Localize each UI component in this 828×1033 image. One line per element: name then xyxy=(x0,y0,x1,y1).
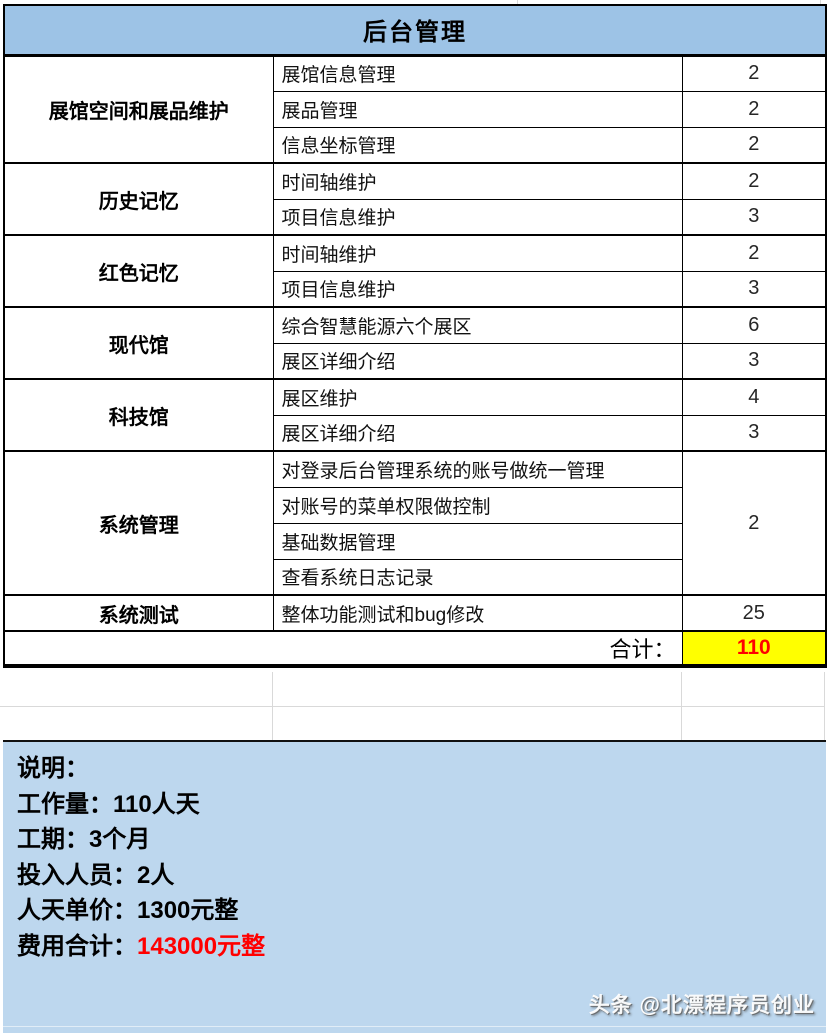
task-cell: 项目信息维护 xyxy=(272,198,683,236)
table-row: 系统测试 整体功能测试和bug修改 25 xyxy=(3,594,828,632)
table-row: 信息坐标管理 2 xyxy=(4,126,828,164)
category-cell: 展馆空间和展品维护 xyxy=(3,54,274,164)
summary-label: 投入人员： xyxy=(17,861,137,889)
table-row: 红色记忆 时间轴维护 2 xyxy=(3,234,828,308)
table-row: 现代馆 综合智慧能源六个展区 6 xyxy=(3,306,828,380)
category-cell: 系统测试 xyxy=(3,594,274,632)
table-row: 系统管理 对登录后台管理系统的账号做统一管理 2 xyxy=(3,450,828,596)
sheet-gridline xyxy=(0,706,824,707)
total-row: 合计： 110 xyxy=(3,630,828,668)
summary-label: 工作量： xyxy=(17,790,113,818)
summary-label: 工期： xyxy=(17,826,89,853)
task-cell: 展区维护 xyxy=(272,378,683,416)
category-cell: 历史记忆 xyxy=(3,162,274,236)
task-cell: 项目信息维护 xyxy=(272,270,683,308)
task-cell: 对登录后台管理系统的账号做统一管理 xyxy=(272,450,683,488)
summary-line: 费用合计：143000元整 xyxy=(17,929,826,965)
table-row: 历史记忆 时间轴维护 2 xyxy=(3,162,828,236)
category-cell: 科技馆 xyxy=(3,378,274,452)
sheet-gridline xyxy=(517,0,518,4)
summary-section: 说明： 工作量：110人天 工期：3个月 投入人员：2人 人天单价：1300元整… xyxy=(3,740,826,1033)
table-row: 科技馆 展区维护 4 xyxy=(3,378,828,452)
table-row: 查看系统日志记录 xyxy=(4,558,826,596)
days-cell: 2 xyxy=(681,54,828,92)
summary-line: 工作量：110人天 xyxy=(17,787,826,823)
task-cell: 时间轴维护 xyxy=(272,162,683,200)
table-title: 后台管理 xyxy=(3,4,827,57)
table-row: 展区详细介绍 3 xyxy=(4,342,828,380)
days-cell: 3 xyxy=(681,342,828,380)
task-cell: 对账号的菜单权限做控制 xyxy=(272,486,683,524)
category-cell: 现代馆 xyxy=(3,306,274,380)
task-cell: 展馆信息管理 xyxy=(272,54,683,92)
summary-line: 工期：3个月 xyxy=(17,822,826,858)
days-cell: 2 xyxy=(681,90,828,128)
sheet-gridline xyxy=(820,0,821,4)
summary-line: 人天单价：1300元整 xyxy=(17,893,826,929)
table-row: 后台管理 xyxy=(3,4,827,57)
task-cell: 基础数据管理 xyxy=(272,522,683,560)
watermark: 头条 @北漂程序员创业 xyxy=(588,994,815,1017)
summary-line: 说明： xyxy=(17,751,826,787)
category-cell: 红色记忆 xyxy=(3,234,274,308)
total-label: 合计： xyxy=(3,630,683,668)
table-row: 展区详细介绍 3 xyxy=(4,414,828,452)
days-cell: 25 xyxy=(681,594,828,632)
task-cell: 整体功能测试和bug修改 xyxy=(272,594,683,632)
task-cell: 信息坐标管理 xyxy=(272,126,683,164)
work-breakdown-table: 后台管理 展馆空间和展品维护 展馆信息管理 2 展品管理 2 信息坐标管理 2 … xyxy=(3,4,828,668)
sheet-gridline xyxy=(3,1026,826,1027)
days-cell: 2 xyxy=(681,234,828,272)
summary-value: 3个月 xyxy=(89,826,151,853)
days-cell: 3 xyxy=(681,270,828,308)
task-cell: 综合智慧能源六个展区 xyxy=(272,306,683,344)
sheet-gridline xyxy=(824,672,825,740)
summary-label: 人天单价： xyxy=(17,897,137,924)
days-cell: 6 xyxy=(681,306,828,344)
empty-rows-area xyxy=(0,672,828,740)
table-row: 基础数据管理 xyxy=(4,522,826,560)
task-cell: 查看系统日志记录 xyxy=(272,558,683,596)
table-row: 对账号的菜单权限做控制 xyxy=(4,486,826,524)
table-row: 展馆空间和展品维护 展馆信息管理 2 xyxy=(3,54,828,164)
summary-value: 2人 xyxy=(137,861,175,889)
days-cell: 4 xyxy=(681,378,828,416)
total-value: 110 xyxy=(681,630,828,668)
summary-label: 费用合计： xyxy=(17,932,137,960)
days-cell: 2 xyxy=(681,126,828,164)
summary-value: 1300元整 xyxy=(137,897,239,924)
summary-line: 投入人员：2人 xyxy=(17,858,826,894)
days-cell: 2 xyxy=(681,162,828,200)
task-cell: 时间轴维护 xyxy=(272,234,683,272)
summary-label: 说明： xyxy=(17,755,89,782)
summary-value: 110人天 xyxy=(113,790,200,818)
summary-value-total-fee: 143000元整 xyxy=(137,932,266,960)
days-cell-merged: 2 xyxy=(681,450,828,596)
table-row: 展品管理 2 xyxy=(4,90,828,128)
task-cell: 展品管理 xyxy=(272,90,683,128)
category-cell: 系统管理 xyxy=(3,450,274,596)
days-cell: 3 xyxy=(681,414,828,452)
task-cell: 展区详细介绍 xyxy=(272,414,683,452)
days-cell: 3 xyxy=(681,198,828,236)
task-cell: 展区详细介绍 xyxy=(272,342,683,380)
